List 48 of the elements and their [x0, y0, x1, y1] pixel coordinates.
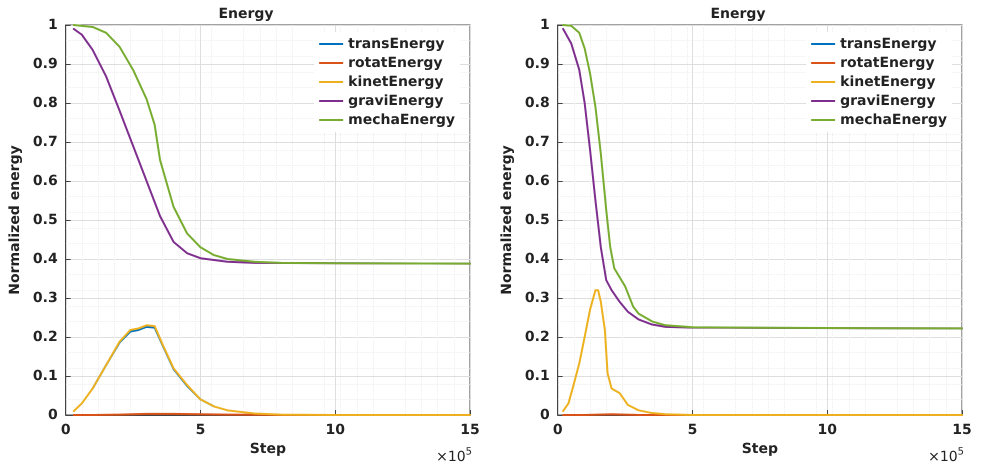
legend-label: transEnergy: [348, 36, 445, 52]
y-tick-label: 0.4: [524, 251, 550, 267]
y-tick-label: 0.7: [524, 134, 550, 150]
x-tick-label: 15: [952, 422, 972, 438]
y-tick-label: 1: [48, 17, 58, 33]
y-tick-label: 0: [48, 407, 58, 423]
legend-label: rotatEnergy: [348, 55, 443, 71]
y-tick-label: 0.6: [32, 173, 58, 189]
y-axis-title: Normalized energy: [499, 145, 515, 295]
y-tick-label: 0.6: [524, 173, 550, 189]
y-tick-label: 0.1: [32, 368, 58, 384]
x-tick-label: 5: [196, 422, 206, 438]
x-tick-label: 10: [325, 422, 346, 438]
y-tick-label: 1: [540, 17, 550, 33]
y-tick-label: 0.4: [32, 251, 58, 267]
legend-label: transEnergy: [840, 36, 937, 52]
y-tick-label: 0.2: [524, 329, 550, 345]
legend-label: kinetEnergy: [348, 74, 444, 90]
legend-label: rotatEnergy: [840, 55, 935, 71]
chart-title: Energy: [218, 6, 274, 22]
y-tick-label: 0.9: [524, 56, 550, 72]
x-tick-label: 0: [552, 422, 563, 438]
legend-label: mechaEnergy: [840, 112, 947, 128]
y-tick-label: 0.5: [32, 212, 58, 228]
legend-label: graviEnergy: [840, 93, 936, 109]
x-tick-label: 5: [688, 422, 698, 438]
y-tick-label: 0.2: [32, 329, 58, 345]
y-tick-label: 0.3: [524, 290, 550, 306]
x-tick-label: 0: [60, 422, 71, 438]
legend-label: kinetEnergy: [840, 74, 936, 90]
y-tick-label: 0.3: [32, 290, 58, 306]
x-tick-label: 15: [460, 422, 480, 438]
x-axis-title: Step: [742, 440, 778, 457]
x-tick-label: 10: [817, 422, 838, 438]
y-tick-label: 0.9: [32, 56, 58, 72]
y-tick-label: 0.8: [524, 95, 550, 111]
x-axis-title: Step: [250, 440, 286, 457]
y-tick-label: 0.5: [524, 212, 550, 228]
legend-label: graviEnergy: [348, 93, 444, 109]
y-tick-label: 0.7: [32, 134, 58, 150]
line-series: [72, 324, 471, 416]
y-tick-label: 0.8: [32, 95, 58, 111]
chart-title: Energy: [710, 6, 766, 22]
y-tick-label: 0.1: [524, 368, 550, 384]
line-series: [562, 289, 963, 416]
y-tick-label: 0: [540, 407, 550, 423]
y-axis-title: Normalized energy: [7, 145, 23, 295]
legend-label: mechaEnergy: [348, 112, 455, 128]
